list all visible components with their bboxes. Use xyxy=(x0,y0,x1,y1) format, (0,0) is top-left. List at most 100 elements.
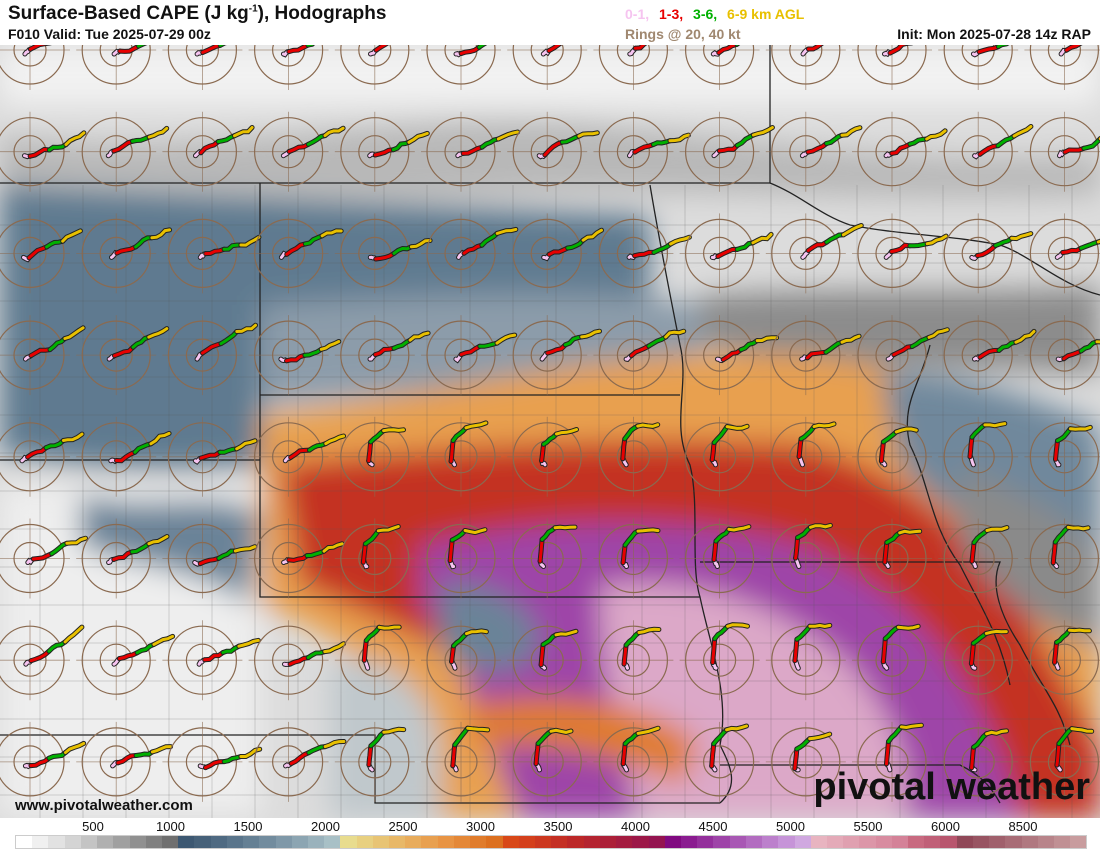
hodograph xyxy=(593,111,691,192)
hodograph-segment-3-6 xyxy=(47,143,68,152)
colorbar-swatch xyxy=(924,836,941,848)
hodograph-segment-6-9 xyxy=(809,523,832,529)
hodograph-segment-3-6 xyxy=(972,732,989,749)
hodograph-segment-3-6 xyxy=(542,432,558,446)
hodograph xyxy=(334,518,415,599)
hodograph-segment-3-6 xyxy=(883,625,900,641)
hodograph-segment-1-3 xyxy=(448,538,454,563)
hodograph-segment-1-3 xyxy=(112,550,134,561)
hodograph xyxy=(334,213,433,294)
colorbar-swatch xyxy=(843,836,860,848)
hodograph-segment-1-3 xyxy=(712,539,718,562)
hodograph xyxy=(507,620,588,701)
hodograph xyxy=(1024,315,1100,396)
colorbar-swatch xyxy=(80,836,98,848)
hodograph-segment-1-3 xyxy=(806,142,828,154)
hodograph-segment-3-6 xyxy=(825,233,845,244)
hodograph-segment-3-6 xyxy=(131,335,151,349)
hodograph-segment-3-6 xyxy=(994,236,1014,247)
hodograph-segment-1-3 xyxy=(794,536,800,560)
colorbar-swatch xyxy=(437,836,454,848)
hodograph-segment-1-3 xyxy=(288,656,310,666)
hodograph-segment-1-3 xyxy=(621,437,627,461)
hodograph-segment-3-6 xyxy=(651,139,672,146)
colorbar-swatch xyxy=(113,836,130,848)
hodograph-segment-1-3 xyxy=(199,450,222,460)
hodograph-segment-1-3 xyxy=(204,760,226,770)
colorbar-swatch xyxy=(453,836,471,848)
hodograph xyxy=(334,111,430,192)
hodograph-segment-1-3 xyxy=(116,754,138,765)
hodograph-segment-6-9 xyxy=(152,634,175,646)
colorbar-label: 5500 xyxy=(853,819,883,834)
hodograph-segment-6-9 xyxy=(149,431,171,446)
hodograph-segment-1-3 xyxy=(29,756,51,768)
ring-axes xyxy=(938,518,1019,599)
hodograph-segment-6-9 xyxy=(808,623,832,629)
colorbar-swatch xyxy=(762,836,779,848)
hodograph-segment-3-6 xyxy=(795,624,812,641)
hodograph-segment-3-6 xyxy=(623,731,640,746)
hodograph xyxy=(1024,416,1100,497)
hodograph-segment-1-3 xyxy=(117,651,139,661)
hodograph xyxy=(507,45,588,90)
hodograph-segment-6-9 xyxy=(899,723,923,730)
hodograph-segment-3-6 xyxy=(996,134,1016,148)
hodograph-segment-3-6 xyxy=(1082,137,1100,150)
hodograph xyxy=(334,45,415,90)
hodograph xyxy=(679,315,780,396)
hodograph-segment-1-3 xyxy=(879,440,885,463)
hodograph-segment-1-3 xyxy=(29,649,51,663)
hodograph-segment-1-3 xyxy=(807,45,823,51)
hodograph-segment-1-3 xyxy=(547,45,561,53)
hodograph xyxy=(507,416,588,497)
colorbar-swatch xyxy=(97,836,114,848)
hodograph xyxy=(765,213,864,294)
hodograph-segment-3-6 xyxy=(134,236,154,249)
hodograph-segment-6-9 xyxy=(466,726,490,732)
hodograph-segment-3-6 xyxy=(131,135,151,143)
ring-axes xyxy=(248,620,329,701)
hodograph-segment-6-9 xyxy=(239,235,261,247)
hodograph xyxy=(593,416,674,497)
hodograph-segment-1-3 xyxy=(970,745,976,770)
hodograph-segment-6-9 xyxy=(235,323,257,333)
hodograph-segment-3-6 xyxy=(1056,427,1072,443)
hodograph-segment-3-6 xyxy=(536,729,553,746)
colorbar-swatch xyxy=(48,836,65,848)
hodograph-segment-3-6 xyxy=(560,134,581,144)
website-url[interactable]: www.pivotalweather.com xyxy=(15,797,193,814)
cape-map[interactable] xyxy=(0,45,1100,818)
hodograph-segment-1-3 xyxy=(711,637,717,664)
hodograph xyxy=(0,416,85,497)
hodograph-segment-3-6 xyxy=(306,650,327,660)
colorbar-swatch xyxy=(421,836,438,848)
hodograph-segment-6-9 xyxy=(235,439,257,451)
hodograph-segment-1-3 xyxy=(1053,640,1059,664)
colorbar-swatch xyxy=(356,836,373,848)
hodograph xyxy=(938,45,1019,90)
hodograph xyxy=(421,213,519,294)
colorbar-swatch xyxy=(243,836,260,848)
colorbar-swatch xyxy=(1005,836,1022,848)
hodograph xyxy=(679,721,760,802)
hodograph xyxy=(593,213,692,294)
colorbar-swatch xyxy=(226,836,244,848)
colorbar-swatch xyxy=(194,836,211,848)
hodograph-segment-6-9 xyxy=(382,727,406,734)
hodograph xyxy=(765,45,846,90)
hodograph-segment-6-9 xyxy=(1010,232,1033,241)
hodograph-segment-6-9 xyxy=(896,624,920,630)
hodograph-segment-1-3 xyxy=(1063,146,1086,154)
hodograph-segment-3-6 xyxy=(480,231,499,247)
hodograph xyxy=(421,45,501,90)
hodograph-segment-1-3 xyxy=(976,244,998,258)
hodograph xyxy=(162,620,261,701)
hodograph xyxy=(852,111,948,192)
hodograph xyxy=(1024,45,1100,90)
hodograph-segment-6-9 xyxy=(668,133,690,143)
hodograph xyxy=(162,315,258,396)
hodograph-segment-6-9 xyxy=(669,235,691,246)
hodograph xyxy=(0,721,87,802)
hodograph-segment-1-3 xyxy=(539,643,545,667)
